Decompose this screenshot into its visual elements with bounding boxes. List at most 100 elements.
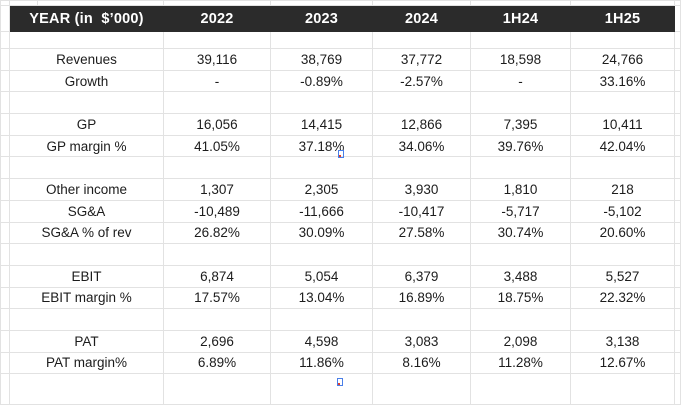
value-cell[interactable]: 4,598 <box>270 329 373 353</box>
value-cell[interactable]: -10,489 <box>163 199 271 223</box>
row-label-cell[interactable]: Revenues <box>9 48 164 71</box>
value-cell[interactable]: 3,083 <box>372 329 471 353</box>
spacer-cell[interactable] <box>9 373 164 405</box>
spacer-cell[interactable] <box>570 243 675 266</box>
row-label-cell[interactable]: EBIT <box>9 264 164 288</box>
spacer-cell[interactable] <box>163 308 271 331</box>
column-header-cell[interactable]: 1H24 <box>470 5 571 32</box>
spacer-cell[interactable] <box>372 373 471 405</box>
value-cell[interactable]: 37.18% <box>270 134 373 158</box>
column-header-cell[interactable]: 2022 <box>163 5 271 32</box>
value-cell[interactable]: 8.16% <box>372 351 471 375</box>
value-cell[interactable]: 27.58% <box>372 221 471 245</box>
spacer-cell[interactable] <box>470 156 571 180</box>
value-cell[interactable]: -5,102 <box>570 199 675 223</box>
column-header-cell[interactable]: 2024 <box>372 5 471 32</box>
spacer-cell[interactable] <box>372 243 471 266</box>
value-cell[interactable]: 218 <box>570 178 675 201</box>
value-cell[interactable]: 2,098 <box>470 329 571 353</box>
spacer-cell[interactable] <box>470 91 571 115</box>
row-label-cell[interactable]: GP <box>9 113 164 136</box>
spacer-cell[interactable] <box>270 91 373 115</box>
row-label-cell[interactable]: SG&A <box>9 199 164 223</box>
spacer-cell[interactable] <box>270 243 373 266</box>
value-cell[interactable]: -2.57% <box>372 69 471 93</box>
row-label-cell[interactable]: Other income <box>9 178 164 201</box>
spacer-cell[interactable] <box>570 308 675 331</box>
value-cell[interactable]: 41.05% <box>163 134 271 158</box>
spacer-cell[interactable] <box>270 308 373 331</box>
value-cell[interactable]: 3,930 <box>372 178 471 201</box>
value-cell[interactable]: 38,769 <box>270 48 373 71</box>
spacer-cell[interactable] <box>470 31 571 49</box>
value-cell[interactable]: 22.32% <box>570 286 675 310</box>
value-cell[interactable]: 39,116 <box>163 48 271 71</box>
value-cell[interactable]: 30.74% <box>470 221 571 245</box>
spacer-cell[interactable] <box>270 373 373 405</box>
spacer-cell[interactable] <box>163 31 271 49</box>
row-label-cell[interactable]: GP margin % <box>9 134 164 158</box>
value-cell[interactable]: 5,527 <box>570 264 675 288</box>
value-cell[interactable]: 39.76% <box>470 134 571 158</box>
spacer-cell[interactable] <box>470 243 571 266</box>
spacer-cell[interactable] <box>9 31 164 49</box>
spacer-cell[interactable] <box>470 308 571 331</box>
value-cell[interactable]: 12.67% <box>570 351 675 375</box>
value-cell[interactable]: 5,054 <box>270 264 373 288</box>
corner-header-cell[interactable]: YEAR (in $’000) <box>9 5 164 32</box>
spacer-cell[interactable] <box>372 91 471 115</box>
value-cell[interactable]: 18,598 <box>470 48 571 71</box>
spacer-cell[interactable] <box>372 308 471 331</box>
spacer-cell[interactable] <box>470 373 571 405</box>
value-cell[interactable]: 6.89% <box>163 351 271 375</box>
row-label-cell[interactable]: EBIT margin % <box>9 286 164 310</box>
spacer-cell[interactable] <box>372 31 471 49</box>
value-cell[interactable]: 6,874 <box>163 264 271 288</box>
spacer-cell[interactable] <box>9 308 164 331</box>
spacer-cell[interactable] <box>270 156 373 180</box>
row-label-cell[interactable]: SG&A % of rev <box>9 221 164 245</box>
value-cell[interactable]: 1,810 <box>470 178 571 201</box>
column-header-cell[interactable]: 2023 <box>270 5 373 32</box>
value-cell[interactable]: 6,379 <box>372 264 471 288</box>
value-cell[interactable]: 17.57% <box>163 286 271 310</box>
spacer-cell[interactable] <box>163 373 271 405</box>
value-cell[interactable]: 18.75% <box>470 286 571 310</box>
value-cell[interactable]: 30.09% <box>270 221 373 245</box>
row-label-cell[interactable]: Growth <box>9 69 164 93</box>
value-cell[interactable]: 42.04% <box>570 134 675 158</box>
value-cell[interactable]: 12,866 <box>372 113 471 136</box>
spacer-cell[interactable] <box>163 243 271 266</box>
value-cell[interactable]: -11,666 <box>270 199 373 223</box>
spacer-cell[interactable] <box>372 156 471 180</box>
value-cell[interactable]: 24,766 <box>570 48 675 71</box>
value-cell[interactable]: 3,488 <box>470 264 571 288</box>
value-cell[interactable]: 20.60% <box>570 221 675 245</box>
value-cell[interactable]: 2,305 <box>270 178 373 201</box>
row-label-cell[interactable]: PAT <box>9 329 164 353</box>
value-cell[interactable]: - <box>470 69 571 93</box>
value-cell[interactable]: 16.89% <box>372 286 471 310</box>
spacer-cell[interactable] <box>163 91 271 115</box>
spacer-cell[interactable] <box>9 243 164 266</box>
spacer-cell[interactable] <box>163 156 271 180</box>
value-cell[interactable]: 33.16% <box>570 69 675 93</box>
value-cell[interactable]: -5,717 <box>470 199 571 223</box>
value-cell[interactable]: 14,415 <box>270 113 373 136</box>
spacer-cell[interactable] <box>9 156 164 180</box>
value-cell[interactable]: 16,056 <box>163 113 271 136</box>
spacer-cell[interactable] <box>570 156 675 180</box>
value-cell[interactable]: 2,696 <box>163 329 271 353</box>
value-cell[interactable]: 26.82% <box>163 221 271 245</box>
spacer-cell[interactable] <box>570 31 675 49</box>
value-cell[interactable]: 11.86% <box>270 351 373 375</box>
spacer-cell[interactable] <box>570 373 675 405</box>
row-label-cell[interactable]: PAT margin% <box>9 351 164 375</box>
spacer-cell[interactable] <box>9 91 164 115</box>
spacer-cell[interactable] <box>270 31 373 49</box>
value-cell[interactable]: 10,411 <box>570 113 675 136</box>
value-cell[interactable]: -0.89% <box>270 69 373 93</box>
value-cell[interactable]: 13.04% <box>270 286 373 310</box>
value-cell[interactable]: 34.06% <box>372 134 471 158</box>
column-header-cell[interactable]: 1H25 <box>570 5 675 32</box>
